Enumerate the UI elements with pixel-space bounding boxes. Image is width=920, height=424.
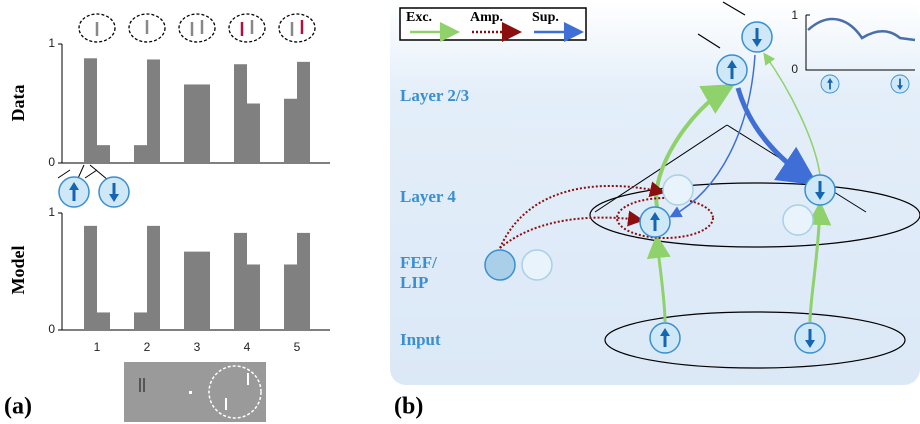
bar [284,264,297,330]
panel-label: (a) [4,394,32,420]
stimulus-icons [78,13,316,43]
bar [284,98,297,163]
bar [184,251,197,330]
layer-label: Layer 4 [400,187,456,206]
panel-label: (b) [394,394,423,420]
y-tick-label: 1 [48,205,55,219]
inset-tick: 0 [791,62,798,76]
bar [84,225,97,330]
bar [84,58,97,163]
neurons-a [57,164,131,209]
legend-label: Amp. [470,10,503,25]
x-tick-label: 2 [144,340,151,354]
bar [197,84,210,163]
layer-label: LIP [400,273,428,292]
legend-label: Sup. [532,10,559,25]
x-tick-label: 1 [94,340,101,354]
bar [234,64,247,163]
x-tick-label: 5 [294,340,301,354]
bar [297,232,310,330]
inset-plot: 1 0 [791,8,916,94]
bar [147,225,160,330]
legend: Exc. Amp. Sup. [399,7,587,42]
bar [134,312,147,330]
bar [197,251,210,330]
bar [247,103,260,163]
x-tick-label: 4 [244,340,251,354]
x-tick-label: 3 [194,340,201,354]
bar [184,84,197,163]
bar [234,232,247,330]
stimulus-arrows [95,20,304,36]
y-tick-label: 0 [48,322,55,336]
layer-label: FEF/ [400,253,437,272]
stimulus-image [124,362,266,422]
y-axis-label: Data [8,85,28,122]
y-axis-label: Model [8,246,28,295]
layer-label: Layer 2/3 [400,86,469,105]
layer-label: Input [400,330,441,349]
bar [97,312,110,330]
bar [147,59,160,163]
legend-label: Exc. [406,10,432,25]
bar [297,61,310,163]
inset-tick: 1 [791,8,798,22]
bar [134,145,147,163]
network [499,1,920,369]
bar [247,264,260,330]
y-tick-label: 0 [48,155,55,169]
bar [97,145,110,163]
neurons-b [484,20,837,355]
y-tick-label: 1 [48,36,55,50]
